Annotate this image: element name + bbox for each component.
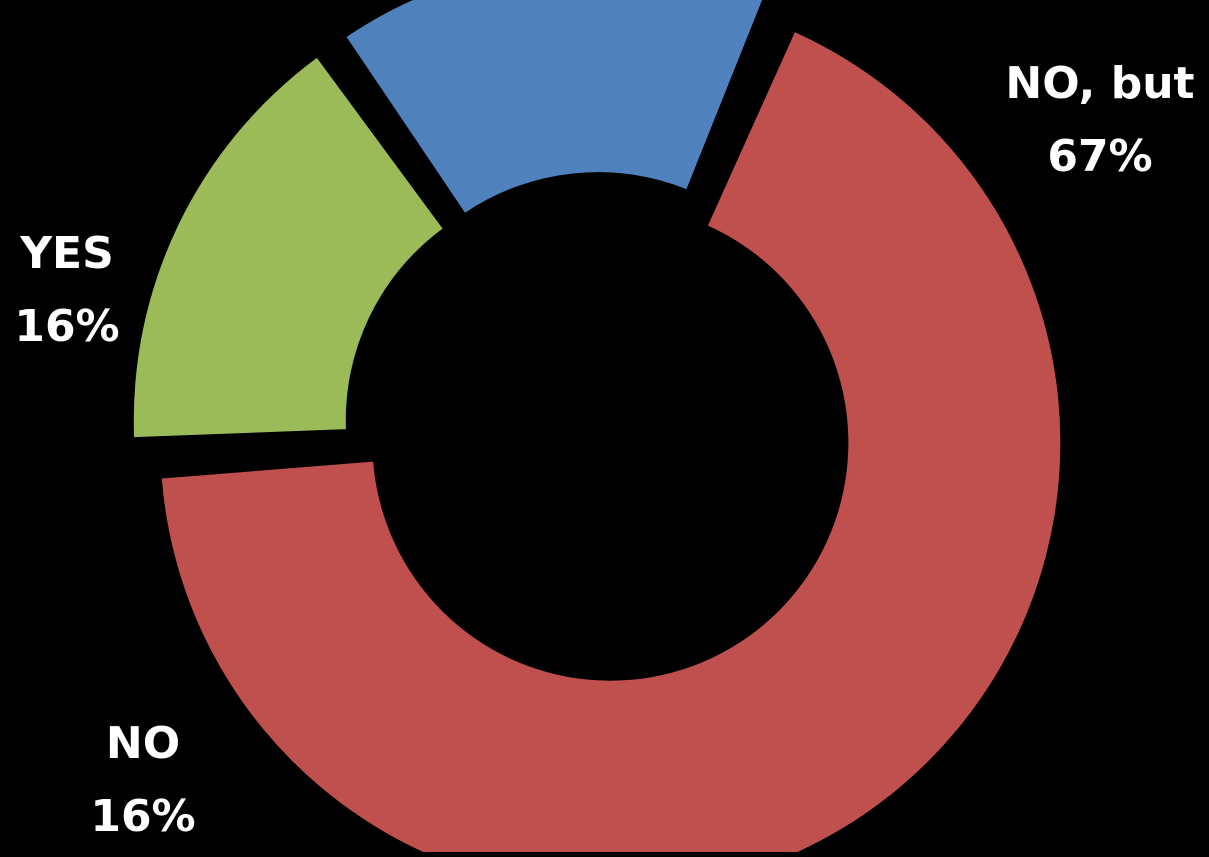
slice-value-no: 16%	[90, 791, 195, 842]
slice-value-yes: 16%	[14, 301, 119, 352]
slice-value-no-but: 67%	[1047, 131, 1152, 182]
slice-no-but	[161, 32, 1061, 857]
slice-label-no: NO	[106, 718, 180, 769]
slice-label-no-but: NO, but	[1005, 58, 1194, 109]
slice-yes	[346, 0, 763, 213]
slice-label-yes: YES	[19, 228, 114, 279]
slice-no	[133, 57, 443, 438]
